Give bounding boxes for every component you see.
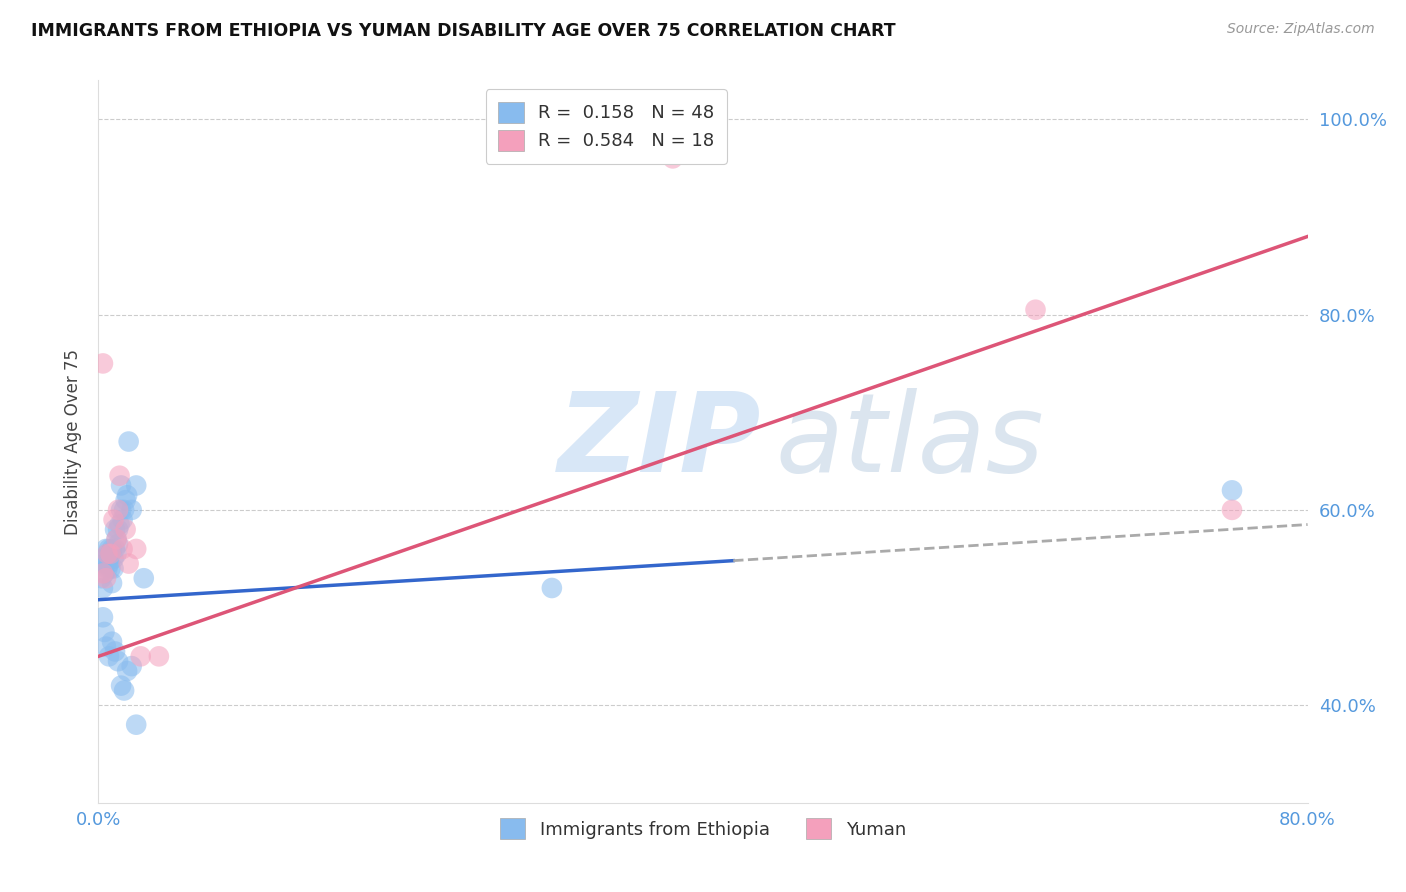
Point: [118, 434, 141, 449]
Text: atlas: atlas: [776, 388, 1045, 495]
Point: [121, 659, 143, 673]
Point: [125, 478, 148, 492]
Point: [1024, 302, 1046, 317]
Point: [93, 557, 115, 571]
Point: [91, 610, 114, 624]
Point: [103, 551, 125, 566]
Point: [110, 478, 132, 492]
Point: [91, 551, 114, 566]
Point: [107, 523, 129, 537]
Point: [112, 503, 135, 517]
Point: [94, 571, 117, 585]
Point: [114, 523, 136, 537]
Point: [98, 557, 121, 571]
Point: [108, 517, 131, 532]
Point: [103, 561, 125, 575]
Point: [96, 547, 118, 561]
Point: [111, 541, 134, 556]
Point: [148, 649, 170, 664]
Point: [91, 356, 114, 370]
Point: [105, 547, 128, 561]
Point: [115, 664, 138, 678]
Point: [110, 503, 132, 517]
Legend: Immigrants from Ethiopia, Yuman: Immigrants from Ethiopia, Yuman: [488, 805, 918, 852]
Point: [104, 523, 127, 537]
Point: [94, 557, 117, 571]
Point: [91, 581, 114, 595]
Point: [112, 683, 135, 698]
Point: [98, 541, 121, 556]
Point: [125, 541, 148, 556]
Point: [121, 503, 143, 517]
Point: [93, 624, 115, 639]
Point: [96, 547, 118, 561]
Point: [98, 649, 121, 664]
Point: [107, 537, 129, 551]
Point: [1220, 483, 1243, 498]
Point: [107, 654, 129, 668]
Point: [105, 532, 128, 546]
Point: [96, 561, 118, 575]
Point: [91, 566, 114, 581]
Point: [94, 640, 117, 654]
Point: [118, 557, 141, 571]
Text: IMMIGRANTS FROM ETHIOPIA VS YUMAN DISABILITY AGE OVER 75 CORRELATION CHART: IMMIGRANTS FROM ETHIOPIA VS YUMAN DISABI…: [31, 22, 896, 40]
Point: [94, 541, 117, 556]
Point: [107, 503, 129, 517]
Point: [114, 493, 136, 508]
Point: [105, 532, 128, 546]
Point: [111, 513, 134, 527]
Point: [540, 581, 562, 595]
Point: [101, 634, 124, 648]
Text: Source: ZipAtlas.com: Source: ZipAtlas.com: [1227, 22, 1375, 37]
Point: [103, 513, 125, 527]
Point: [101, 541, 124, 556]
Point: [129, 649, 152, 664]
Point: [104, 541, 127, 556]
Point: [108, 468, 131, 483]
Point: [93, 566, 115, 581]
Y-axis label: Disability Age Over 75: Disability Age Over 75: [63, 349, 82, 534]
Point: [90, 571, 112, 585]
Point: [104, 644, 127, 658]
Point: [110, 679, 132, 693]
Text: ZIP: ZIP: [558, 388, 762, 495]
Point: [125, 717, 148, 731]
Point: [100, 547, 122, 561]
Point: [101, 576, 124, 591]
Point: [100, 547, 122, 561]
Point: [100, 561, 122, 575]
Point: [132, 571, 155, 585]
Point: [661, 152, 683, 166]
Point: [115, 488, 138, 502]
Point: [1220, 503, 1243, 517]
